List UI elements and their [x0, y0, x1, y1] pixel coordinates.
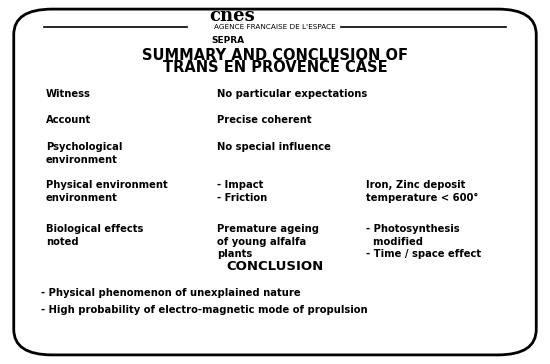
- Text: Biological effects
noted: Biological effects noted: [46, 224, 143, 247]
- Text: - Photosynthesis
  modified
- Time / space effect: - Photosynthesis modified - Time / space…: [366, 224, 481, 260]
- Text: - Impact
- Friction: - Impact - Friction: [217, 180, 267, 203]
- Text: Iron, Zinc deposit
temperature < 600°: Iron, Zinc deposit temperature < 600°: [366, 180, 478, 203]
- Text: cnes: cnes: [209, 8, 255, 25]
- Text: No particular expectations: No particular expectations: [217, 89, 367, 99]
- Text: No special influence: No special influence: [217, 142, 331, 152]
- Text: AGENCE FRANCAISE DE L'ESPACE: AGENCE FRANCAISE DE L'ESPACE: [214, 24, 336, 29]
- Text: TRANS EN PROVENCE CASE: TRANS EN PROVENCE CASE: [163, 60, 387, 75]
- Text: - High probability of electro-magnetic mode of propulsion: - High probability of electro-magnetic m…: [41, 305, 368, 315]
- Text: Witness: Witness: [46, 89, 91, 99]
- Text: CONCLUSION: CONCLUSION: [227, 260, 323, 273]
- Text: Premature ageing
of young alfalfa
plants: Premature ageing of young alfalfa plants: [217, 224, 319, 260]
- Text: - Physical phenomenon of unexplained nature: - Physical phenomenon of unexplained nat…: [41, 288, 301, 298]
- FancyBboxPatch shape: [14, 9, 536, 355]
- Text: SEPRA: SEPRA: [212, 36, 245, 46]
- Text: Physical environment
environment: Physical environment environment: [46, 180, 167, 203]
- Text: Account: Account: [46, 115, 91, 124]
- Text: Psychological
environment: Psychological environment: [46, 142, 122, 165]
- Text: Precise coherent: Precise coherent: [217, 115, 312, 124]
- Text: SUMMARY AND CONCLUSION OF: SUMMARY AND CONCLUSION OF: [142, 48, 408, 63]
